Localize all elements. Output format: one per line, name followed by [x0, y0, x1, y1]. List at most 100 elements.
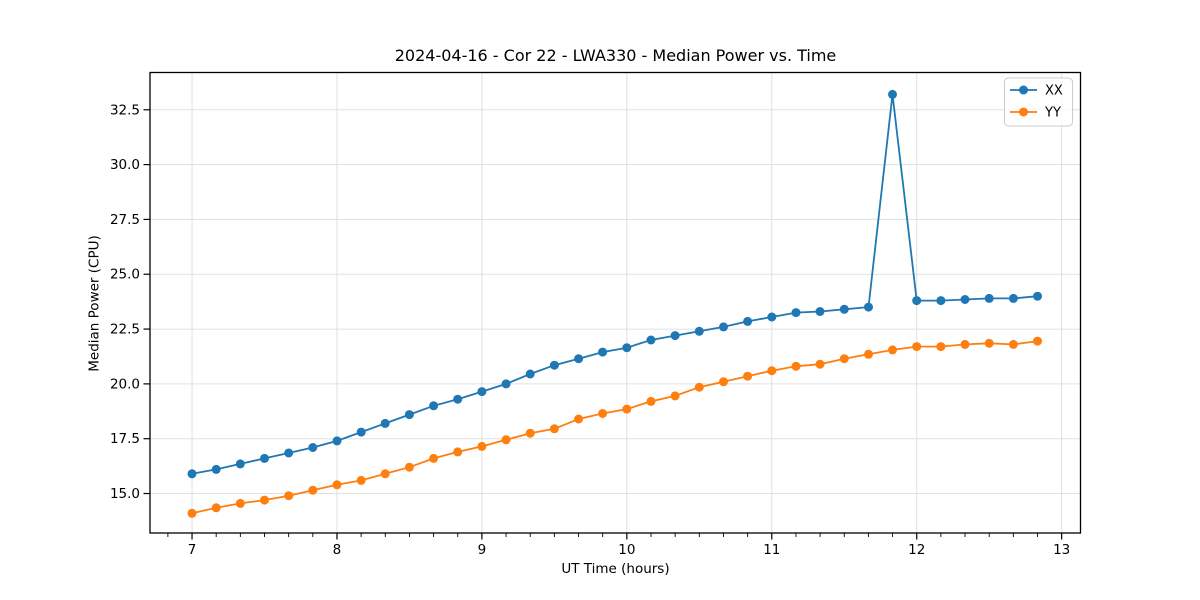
data-point-yy — [574, 414, 584, 424]
data-point-yy — [308, 485, 318, 495]
data-point-yy — [767, 366, 777, 376]
data-point-xx — [598, 347, 608, 357]
data-point-xx — [235, 459, 245, 469]
data-point-yy — [332, 480, 342, 490]
x-tick-label: 9 — [478, 542, 487, 558]
data-point-yy — [839, 354, 849, 364]
x-tick-label: 11 — [763, 542, 780, 558]
data-point-yy — [864, 349, 873, 359]
data-point-yy — [525, 428, 535, 438]
data-point-xx — [211, 464, 221, 474]
data-point-yy — [912, 342, 922, 352]
data-point-xx — [670, 331, 680, 341]
x-tick-label: 10 — [618, 542, 635, 558]
data-point-xx — [380, 418, 390, 428]
data-point-yy — [888, 345, 897, 355]
data-point-yy — [549, 424, 559, 434]
data-point-yy — [960, 339, 970, 349]
legend-marker-icon — [1019, 85, 1028, 95]
data-point-xx — [429, 401, 439, 411]
data-point-xx — [332, 436, 342, 446]
data-point-xx — [477, 387, 487, 397]
data-point-xx — [404, 410, 414, 420]
data-point-yy — [984, 338, 994, 348]
data-point-yy — [260, 495, 269, 505]
data-point-yy — [936, 342, 946, 352]
y-axis-label: Median Power (CPU) — [86, 235, 103, 372]
series-line-xx — [191, 94, 1038, 475]
data-point-xx — [1033, 291, 1042, 301]
data-point-yy — [791, 361, 801, 371]
data-point-yy — [694, 382, 704, 392]
data-point-xx — [719, 322, 728, 332]
x-tick-label: 12 — [908, 542, 925, 558]
data-point-xx — [839, 304, 849, 314]
data-point-yy — [646, 396, 656, 406]
data-point-yy — [187, 508, 197, 518]
data-point-xx — [646, 335, 656, 345]
data-point-xx — [308, 443, 318, 452]
data-point-yy — [719, 377, 728, 387]
data-point-xx — [525, 369, 535, 379]
y-tick-label: 22.5 — [110, 322, 140, 338]
data-point-yy — [453, 447, 463, 457]
legend: XX YY — [1004, 77, 1073, 127]
data-point-xx — [187, 469, 197, 479]
x-tick-label: 13 — [1053, 542, 1070, 558]
data-point-xx — [574, 354, 584, 364]
data-point-xx — [1008, 293, 1018, 303]
data-point-xx — [743, 316, 753, 326]
data-point-yy — [622, 404, 632, 414]
data-point-xx — [864, 302, 873, 312]
data-point-xx — [960, 295, 970, 304]
data-point-xx — [888, 89, 897, 99]
data-point-yy — [404, 462, 414, 472]
data-point-yy — [670, 391, 680, 401]
x-axis-label: UT Time (hours) — [561, 561, 670, 577]
y-tick-label: 20.0 — [110, 376, 140, 392]
data-point-yy — [815, 359, 825, 369]
y-tick-label: 25.0 — [110, 267, 140, 283]
legend-label: YY — [1044, 106, 1061, 121]
data-point-xx — [815, 307, 825, 316]
data-point-xx — [284, 448, 294, 458]
x-tick-label: 7 — [188, 542, 197, 558]
series-line-yy — [191, 340, 1038, 515]
data-point-xx — [694, 326, 704, 336]
data-point-xx — [622, 343, 632, 353]
data-point-yy — [1033, 336, 1042, 346]
chart-title: 2024-04-16 - Cor 22 - LWA330 - Median Po… — [394, 46, 837, 65]
legend-label: XX — [1045, 84, 1063, 99]
data-point-xx — [549, 360, 559, 370]
axes-frame — [149, 71, 1082, 534]
y-tick-label: 17.5 — [110, 431, 140, 447]
data-point-yy — [477, 441, 487, 451]
data-point-xx — [791, 308, 801, 318]
data-point-yy — [356, 475, 366, 485]
data-point-yy — [235, 498, 245, 508]
data-point-xx — [356, 427, 366, 437]
data-point-yy — [598, 409, 608, 418]
x-tick-label: 8 — [333, 542, 342, 558]
data-point-xx — [260, 453, 269, 463]
data-point-xx — [984, 293, 994, 303]
data-point-yy — [743, 371, 753, 381]
data-point-xx — [912, 296, 922, 306]
data-point-yy — [380, 469, 390, 479]
data-point-yy — [284, 491, 294, 501]
y-tick-label: 15.0 — [110, 486, 140, 502]
data-point-xx — [453, 394, 463, 404]
y-tick-label: 32.5 — [110, 102, 140, 118]
data-point-yy — [1008, 339, 1018, 349]
data-point-xx — [936, 296, 946, 306]
data-point-yy — [501, 435, 511, 445]
y-tick-label: 30.0 — [110, 157, 140, 173]
data-point-yy — [211, 503, 221, 513]
y-tick-label: 27.5 — [110, 212, 140, 228]
data-point-xx — [767, 312, 777, 322]
data-point-yy — [429, 453, 439, 463]
data-point-xx — [501, 379, 511, 389]
legend-marker-icon — [1019, 107, 1028, 117]
